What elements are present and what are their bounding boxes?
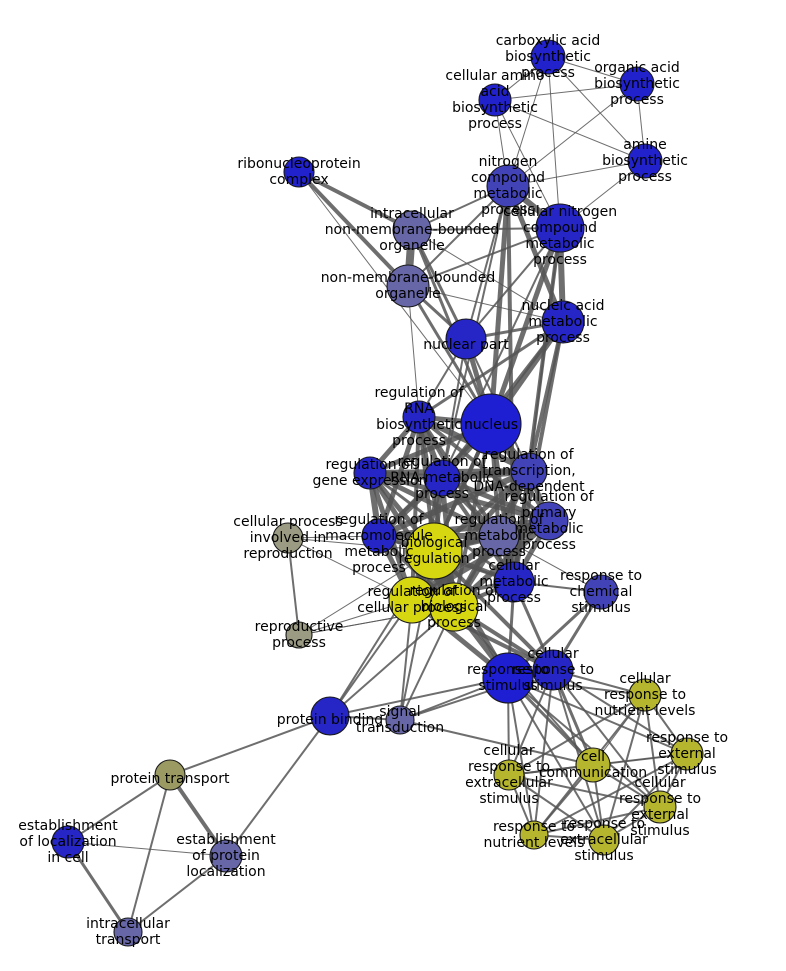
graph-node[interactable]: [460, 393, 522, 455]
node-layer[interactable]: [51, 39, 704, 947]
graph-edge: [407, 285, 420, 418]
graph-edge: [411, 227, 561, 231]
graph-edge: [465, 185, 509, 340]
graph-edge: [418, 320, 564, 419]
graph-edge: [169, 715, 331, 776]
graph-node[interactable]: [628, 678, 662, 712]
graph-edge: [329, 677, 509, 717]
graph-edge: [488, 185, 511, 425]
graph-edge: [67, 774, 171, 843]
graph-node[interactable]: [429, 582, 479, 632]
graph-node[interactable]: [588, 824, 620, 856]
graph-node[interactable]: [583, 574, 619, 610]
graph-edge: [603, 694, 646, 841]
graph-edge: [505, 185, 566, 323]
graph-node[interactable]: [643, 790, 677, 824]
graph-node[interactable]: [493, 759, 525, 791]
graph-node[interactable]: [670, 737, 704, 771]
graph-node[interactable]: [445, 318, 487, 360]
graph-node[interactable]: [283, 156, 315, 188]
graph-node[interactable]: [392, 210, 432, 250]
graph-node[interactable]: [478, 515, 520, 557]
graph-edge: [508, 774, 605, 841]
graph-node[interactable]: [405, 522, 463, 580]
graph-node[interactable]: [353, 456, 387, 490]
graph-edge: [411, 229, 564, 323]
graph-edge: [507, 677, 688, 755]
graph-edge: [399, 719, 594, 766]
graph-node[interactable]: [209, 839, 243, 873]
graph-node[interactable]: [529, 501, 569, 541]
graph-node[interactable]: [272, 522, 304, 554]
graph-edge: [507, 677, 605, 841]
graph-edge: [297, 170, 410, 288]
graph-node[interactable]: [541, 300, 585, 344]
graph-edge: [66, 841, 130, 933]
graph-edge: [494, 83, 638, 101]
graph-node[interactable]: [493, 561, 535, 603]
graph-node[interactable]: [285, 621, 313, 649]
graph-node[interactable]: [510, 452, 548, 490]
graph-edge: [329, 606, 455, 717]
graph-node[interactable]: [519, 820, 549, 850]
graph-node[interactable]: [530, 39, 566, 75]
graph-edge: [225, 715, 331, 857]
graph-node[interactable]: [386, 264, 430, 308]
graph-node[interactable]: [51, 825, 85, 859]
graph-edge: [508, 694, 646, 776]
graph-edge: [410, 518, 551, 603]
graph-node[interactable]: [535, 203, 585, 253]
edge-layer: [66, 56, 688, 933]
graph-node[interactable]: [486, 164, 530, 208]
graph-edge: [547, 56, 646, 162]
graph-edge: [399, 550, 435, 721]
graph-edge: [507, 56, 549, 187]
graph-edge: [506, 185, 516, 583]
graph-edge: [298, 170, 413, 232]
graph-edge: [287, 537, 300, 636]
graph-node[interactable]: [423, 459, 461, 497]
graph-edge: [369, 470, 550, 524]
graph-edge: [407, 185, 509, 287]
graph-node[interactable]: [388, 576, 436, 624]
graph-edge: [533, 753, 688, 836]
graph-edge: [507, 160, 646, 187]
graph-edge: [507, 83, 638, 187]
graph-edge: [547, 56, 561, 229]
graph-edge: [329, 599, 413, 717]
graph-edge: [533, 806, 661, 836]
graph-edge: [644, 694, 661, 808]
graph-edge: [552, 669, 661, 808]
graph-edge: [407, 285, 564, 323]
graph-edge: [552, 669, 688, 755]
graph-edge: [494, 99, 646, 162]
graph-edge: [552, 669, 605, 841]
graph-edge: [378, 518, 550, 539]
graph-node[interactable]: [113, 917, 143, 947]
graph-node[interactable]: [310, 696, 350, 736]
graph-edge: [67, 841, 227, 857]
graph-node[interactable]: [619, 66, 655, 102]
graph-node[interactable]: [154, 759, 186, 791]
graph-node[interactable]: [402, 400, 436, 434]
graph-node[interactable]: [361, 518, 397, 554]
graph-edge: [127, 774, 171, 933]
graph-node[interactable]: [575, 747, 611, 783]
graph-node[interactable]: [482, 652, 534, 704]
graph-edge: [507, 677, 535, 836]
graph-edge: [127, 855, 227, 933]
graph-node[interactable]: [532, 649, 574, 691]
graph-node[interactable]: [478, 83, 512, 117]
graph-node[interactable]: [627, 143, 663, 179]
graph-edge: [508, 774, 661, 808]
graph-node[interactable]: [385, 705, 415, 735]
graph-edge: [488, 227, 563, 425]
